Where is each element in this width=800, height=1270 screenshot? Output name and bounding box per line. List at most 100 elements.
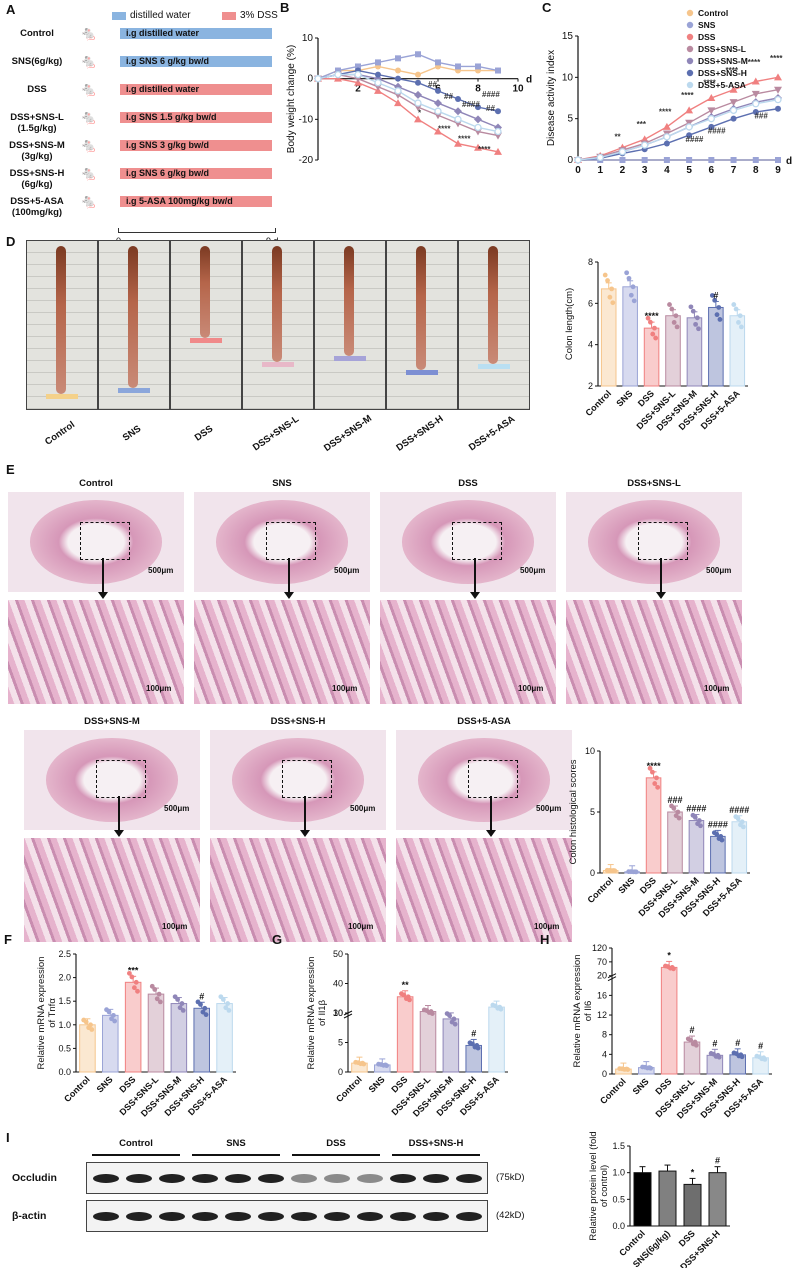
histology-low: 500μm bbox=[194, 492, 370, 592]
histology-low: 500μm bbox=[24, 730, 200, 830]
data-dot bbox=[698, 823, 703, 829]
y-tick-label: 40 bbox=[333, 979, 343, 989]
data-point bbox=[435, 59, 441, 66]
data-point bbox=[415, 71, 421, 78]
data-dot bbox=[89, 1027, 95, 1032]
zoom-box bbox=[80, 522, 130, 560]
data-point bbox=[751, 90, 760, 98]
data-dot bbox=[152, 987, 158, 992]
data-point bbox=[414, 99, 422, 107]
photo-caption: DSS+SNS-H bbox=[394, 413, 446, 454]
y-axis-label: Colon length(cm) bbox=[564, 288, 575, 360]
zoom-arrow-head bbox=[656, 592, 666, 599]
data-point bbox=[454, 139, 462, 147]
panel-letter-i: I bbox=[6, 1130, 10, 1145]
y-axis-label-line: Relative mRNA expression bbox=[306, 957, 317, 1070]
data-dot bbox=[734, 1051, 739, 1057]
blot-group-line bbox=[192, 1154, 280, 1156]
colon-specimen bbox=[272, 246, 282, 362]
blot-band bbox=[159, 1174, 185, 1183]
blot-band bbox=[225, 1212, 251, 1221]
bar bbox=[708, 1172, 727, 1227]
data-dot bbox=[669, 306, 675, 312]
data-point bbox=[774, 96, 782, 104]
significance-mark: **** bbox=[703, 79, 716, 88]
blot-kd-label: (42kD) bbox=[496, 1210, 525, 1221]
scale-label: 100μm bbox=[162, 922, 188, 931]
data-dot bbox=[719, 837, 725, 843]
blot-band bbox=[423, 1212, 449, 1221]
y-tick-label: 20 bbox=[597, 971, 607, 981]
data-dot bbox=[110, 1012, 116, 1018]
data-dot bbox=[648, 319, 653, 325]
blot-group-label: Control bbox=[119, 1138, 153, 1149]
y-tick-label: 0 bbox=[338, 1067, 343, 1077]
data-point bbox=[475, 63, 481, 70]
colon-marker-band bbox=[334, 356, 366, 361]
colon-cross-section bbox=[30, 500, 162, 584]
group-label: DSS+SNS-H bbox=[9, 168, 65, 179]
data-dot bbox=[756, 1054, 762, 1060]
data-point bbox=[574, 156, 582, 164]
bar bbox=[419, 1011, 437, 1073]
significance-mark: # bbox=[689, 1025, 694, 1035]
axis-break bbox=[607, 976, 617, 982]
bar bbox=[147, 993, 165, 1073]
x-tick-label: DSS bbox=[117, 1074, 137, 1094]
histology-title: DSS bbox=[458, 478, 478, 489]
y-tick-label: 5 bbox=[338, 1038, 343, 1048]
y-axis-label: Relative mRNA expressionof Tnfα bbox=[36, 957, 58, 1070]
scale-label: 500μm bbox=[520, 566, 546, 575]
colon-marker-band bbox=[118, 388, 150, 393]
bar bbox=[688, 820, 705, 874]
histology-title: DSS+5-ASA bbox=[457, 716, 511, 727]
bar bbox=[660, 966, 678, 1075]
data-dot bbox=[179, 1001, 185, 1006]
significance-mark: #### bbox=[729, 805, 749, 815]
data-dot bbox=[156, 991, 162, 997]
colon-marker-band bbox=[46, 394, 78, 399]
data-point bbox=[434, 127, 442, 135]
significance-mark: * bbox=[418, 108, 422, 117]
histology-score-chart: 0 5 10 Colon histological scores Control SNS *… bbox=[568, 746, 750, 920]
group-dose: (3g/kg) bbox=[21, 151, 53, 162]
data-dot bbox=[688, 304, 694, 310]
significance-mark: **** bbox=[748, 58, 761, 67]
blot-band bbox=[423, 1174, 449, 1183]
data-dot bbox=[475, 1045, 481, 1051]
y-tick-label: 10 bbox=[333, 1008, 343, 1018]
bar bbox=[729, 315, 746, 387]
data-dot bbox=[712, 297, 718, 303]
histology-title: DSS+SNS-H bbox=[270, 716, 326, 727]
y-tick-label: 0 bbox=[590, 868, 595, 878]
data-point bbox=[394, 99, 402, 107]
scale-label: 100μm bbox=[146, 684, 172, 693]
series-line bbox=[317, 73, 499, 137]
y-tick-label: 16 bbox=[597, 990, 607, 1000]
colon-cross-section bbox=[588, 500, 720, 584]
data-dot bbox=[175, 997, 181, 1002]
data-point bbox=[375, 71, 381, 78]
data-dot bbox=[112, 1018, 118, 1024]
data-point bbox=[619, 157, 626, 163]
data-point bbox=[375, 59, 381, 66]
x-tick-label: Control bbox=[598, 1076, 628, 1106]
data-dot bbox=[610, 300, 616, 306]
blot-row-label: Occludin bbox=[12, 1172, 57, 1184]
data-point bbox=[708, 157, 715, 163]
data-point bbox=[475, 104, 481, 111]
data-point bbox=[414, 90, 422, 99]
significance-mark: #### bbox=[462, 100, 480, 109]
legend-swatch-dss bbox=[222, 12, 236, 20]
data-point bbox=[708, 123, 715, 130]
y-tick-label: 0.5 bbox=[58, 1043, 71, 1053]
group-label: Control bbox=[20, 28, 54, 39]
data-point bbox=[354, 70, 362, 79]
y-axis-label: Relative mRNA expressionof Il6 bbox=[572, 955, 594, 1068]
y-tick-label: 6 bbox=[588, 298, 593, 308]
data-dot bbox=[226, 1008, 232, 1013]
blot-band bbox=[324, 1174, 350, 1183]
